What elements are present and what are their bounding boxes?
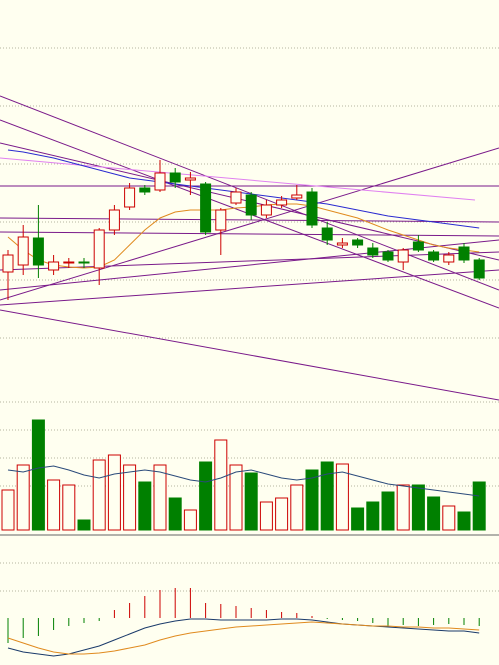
candle-body — [260, 204, 272, 216]
candle-body — [63, 261, 75, 264]
trend-line — [0, 147, 499, 301]
candle-body — [458, 246, 470, 261]
volume-bar — [77, 519, 91, 531]
trend-line — [0, 239, 499, 291]
volume-bar — [457, 511, 471, 531]
volume-bar — [396, 484, 410, 531]
line-series — [7, 465, 480, 497]
candle-body — [291, 194, 303, 199]
line-series — [7, 618, 480, 657]
volume-bar — [229, 464, 243, 531]
candle-body — [2, 254, 14, 273]
candle-body — [17, 236, 29, 266]
volume-bar — [320, 461, 334, 531]
candle-body — [93, 229, 105, 269]
trend-line — [0, 269, 499, 306]
candle-body — [276, 199, 288, 206]
volume-bar — [442, 505, 456, 531]
candle-body — [367, 247, 379, 256]
trend-line — [0, 309, 499, 401]
candle-body — [215, 209, 227, 231]
trend-line — [0, 217, 499, 223]
candle-body — [352, 239, 364, 246]
trend-line — [0, 95, 499, 291]
candle-body — [306, 191, 318, 226]
candle-body — [428, 251, 440, 261]
volume-bar — [472, 481, 486, 531]
candle-body — [230, 191, 242, 204]
line-series — [7, 203, 480, 269]
volume-bar — [107, 454, 121, 531]
volume-bar — [47, 479, 61, 531]
volume-bar — [62, 484, 76, 531]
candle-body — [443, 254, 455, 263]
trend-line — [0, 231, 499, 237]
candle-body — [382, 251, 394, 261]
volume-bar — [199, 461, 213, 531]
candle-body — [184, 177, 196, 181]
volume-bar — [259, 501, 273, 531]
volume-bar — [31, 419, 45, 531]
candle-body — [108, 209, 120, 231]
volume-bar — [183, 509, 197, 531]
line-series — [7, 149, 480, 229]
candle-body — [48, 261, 60, 271]
trend-line — [0, 251, 499, 271]
volume-bar — [92, 459, 106, 531]
volume-bar — [427, 496, 441, 531]
candle-body — [412, 241, 424, 251]
volume-bar — [335, 463, 349, 531]
candle-body — [78, 261, 90, 264]
volume-bar — [214, 439, 228, 531]
trend-lines — [0, 95, 499, 401]
candle-body — [200, 183, 212, 233]
candle-body — [139, 187, 151, 193]
volume-bar — [16, 464, 30, 531]
volume-bar — [244, 472, 258, 531]
volume-bar — [290, 484, 304, 531]
candle-body — [397, 249, 409, 263]
candle-body — [321, 227, 333, 241]
volume-bar — [381, 491, 395, 531]
candle-body — [336, 242, 348, 246]
volume-bar — [351, 507, 365, 531]
candle-body — [32, 237, 44, 266]
candle-body — [169, 172, 181, 183]
candle-body — [154, 172, 166, 191]
volume-bar — [1, 489, 15, 531]
candle-body — [245, 194, 257, 216]
volume-bar — [123, 464, 137, 531]
volume-bar — [305, 469, 319, 531]
candle-body — [473, 259, 485, 279]
volume-bar — [275, 497, 289, 531]
volume-bar — [153, 464, 167, 531]
volume-bar — [138, 481, 152, 531]
volume-bar — [366, 501, 380, 531]
volume-bar — [168, 497, 182, 531]
volume-bar — [411, 484, 425, 531]
candle-body — [124, 187, 136, 208]
line-series — [7, 621, 480, 655]
